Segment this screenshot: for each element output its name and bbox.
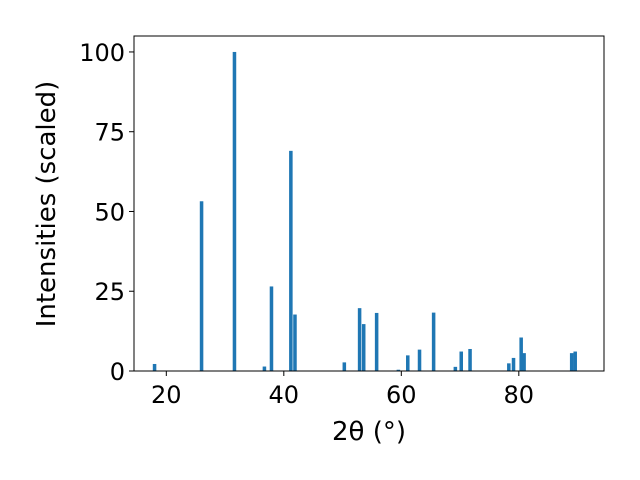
bar (262, 366, 267, 371)
x-tick-label: 80 (504, 381, 535, 409)
bar (519, 337, 523, 371)
plot-frame (133, 35, 605, 372)
x-axis-label: 2θ (°) (332, 417, 406, 447)
y-tick-label: 100 (79, 39, 125, 67)
bar (459, 351, 463, 371)
x-axis-ticks: 20 40 60 80 (151, 371, 534, 409)
bar (431, 312, 436, 371)
bar (573, 351, 577, 371)
bar (269, 286, 274, 371)
bar (468, 348, 472, 371)
bar (374, 312, 379, 371)
bar (199, 201, 204, 371)
bar (417, 349, 422, 371)
bar (406, 355, 410, 371)
bar (357, 308, 362, 371)
bars-group (152, 51, 577, 371)
bar (232, 51, 237, 371)
x-tick-label: 60 (386, 381, 417, 409)
y-tick-label: 50 (94, 198, 125, 226)
bar (507, 363, 511, 371)
y-tick-label: 25 (94, 278, 125, 306)
y-tick-label: 75 (94, 119, 125, 147)
bar (453, 366, 458, 371)
x-tick-label: 40 (269, 381, 300, 409)
bar (522, 353, 526, 371)
bar (342, 362, 347, 371)
bar (293, 314, 297, 371)
bar (396, 369, 401, 371)
y-axis-label: Intensities (scaled) (32, 81, 62, 328)
y-tick-label: 0 (110, 358, 125, 386)
bar (511, 357, 516, 371)
bar (152, 363, 157, 371)
bar (289, 150, 293, 371)
bar (569, 353, 574, 371)
y-axis-ticks: 0 25 50 75 100 (79, 39, 134, 386)
bar (361, 324, 366, 371)
x-tick-label: 20 (151, 381, 182, 409)
